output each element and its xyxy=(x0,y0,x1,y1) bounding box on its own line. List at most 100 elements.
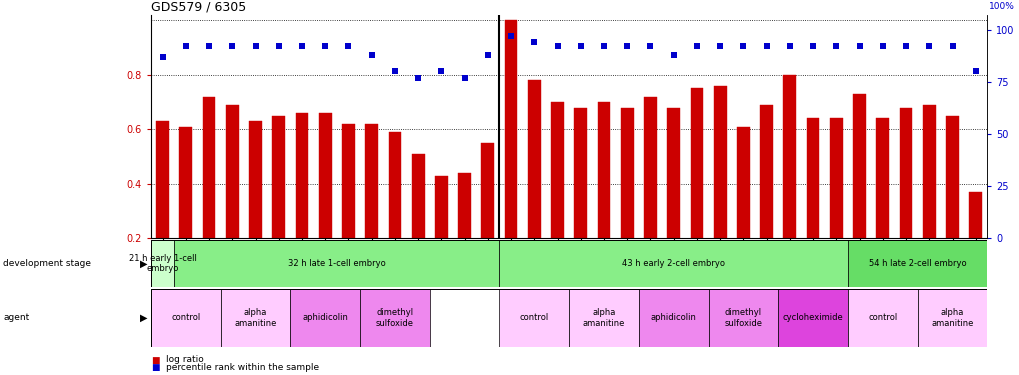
Text: log ratio: log ratio xyxy=(166,356,204,364)
Bar xyxy=(829,118,842,292)
Text: aphidicolin: aphidicolin xyxy=(302,314,347,322)
Bar xyxy=(388,132,400,292)
Text: dimethyl
sulfoxide: dimethyl sulfoxide xyxy=(376,308,414,327)
Bar xyxy=(412,154,424,292)
Bar xyxy=(220,289,290,347)
Point xyxy=(642,43,658,49)
Point xyxy=(410,75,426,81)
Text: aphidicolin: aphidicolin xyxy=(650,314,696,322)
Bar xyxy=(225,105,238,292)
Bar xyxy=(597,102,609,292)
Text: ■: ■ xyxy=(151,356,159,364)
Point xyxy=(897,43,913,49)
Bar xyxy=(875,118,889,292)
Text: alpha
amanitine: alpha amanitine xyxy=(582,308,625,327)
Bar xyxy=(777,289,847,347)
Bar xyxy=(360,289,429,347)
Text: 32 h late 1-cell embryo: 32 h late 1-cell embryo xyxy=(287,259,385,268)
Bar xyxy=(528,80,540,292)
Point xyxy=(967,68,983,74)
Bar xyxy=(852,94,865,292)
Point xyxy=(804,43,820,49)
Point xyxy=(201,43,217,49)
Point xyxy=(224,43,240,49)
Point xyxy=(340,43,357,49)
Bar xyxy=(899,108,912,292)
Text: ▶: ▶ xyxy=(141,313,148,323)
Bar xyxy=(272,116,285,292)
Text: 43 h early 2-cell embryo: 43 h early 2-cell embryo xyxy=(622,259,725,268)
Text: agent: agent xyxy=(3,314,30,322)
Bar xyxy=(290,289,360,347)
Bar xyxy=(569,289,638,347)
Point xyxy=(457,75,473,81)
Text: cycloheximide: cycloheximide xyxy=(782,314,843,322)
Point xyxy=(619,43,635,49)
Point xyxy=(735,43,751,49)
Text: development stage: development stage xyxy=(3,259,91,268)
Point xyxy=(177,43,194,49)
Bar xyxy=(319,113,331,292)
Point xyxy=(526,39,542,45)
Text: 100%: 100% xyxy=(988,2,1014,11)
Bar xyxy=(550,102,564,292)
Bar xyxy=(713,86,726,292)
Bar xyxy=(156,121,169,292)
Text: 54 h late 2-cell embryo: 54 h late 2-cell embryo xyxy=(868,259,966,268)
Text: percentile rank within the sample: percentile rank within the sample xyxy=(166,363,319,372)
Bar xyxy=(638,289,708,347)
Bar xyxy=(296,113,308,292)
Bar xyxy=(690,88,703,292)
Text: control: control xyxy=(867,314,897,322)
Text: control: control xyxy=(171,314,201,322)
Bar xyxy=(621,108,633,292)
Point xyxy=(874,43,891,49)
Point xyxy=(944,43,960,49)
Bar xyxy=(499,289,569,347)
Point xyxy=(293,43,310,49)
Text: GDS579 / 6305: GDS579 / 6305 xyxy=(151,1,246,14)
Point xyxy=(433,68,449,74)
Point xyxy=(154,54,170,60)
Bar xyxy=(847,240,986,287)
Point xyxy=(827,43,844,49)
Bar xyxy=(968,192,981,292)
Text: alpha
amanitine: alpha amanitine xyxy=(234,308,276,327)
Bar xyxy=(806,118,818,292)
Bar xyxy=(917,289,986,347)
Point xyxy=(549,43,566,49)
Bar xyxy=(499,240,847,287)
Bar xyxy=(737,127,749,292)
Text: ▶: ▶ xyxy=(141,258,148,268)
Point xyxy=(363,52,379,58)
Bar xyxy=(643,97,656,292)
Point xyxy=(711,43,728,49)
Text: ■: ■ xyxy=(151,363,159,372)
Point xyxy=(665,52,682,58)
Point xyxy=(781,43,797,49)
Bar xyxy=(434,176,447,292)
Bar xyxy=(574,108,587,292)
Point xyxy=(386,68,403,74)
Bar xyxy=(365,124,378,292)
Bar xyxy=(504,21,517,292)
Bar xyxy=(922,105,934,292)
Point xyxy=(688,43,704,49)
Point xyxy=(920,43,936,49)
Text: alpha
amanitine: alpha amanitine xyxy=(930,308,973,327)
Bar xyxy=(759,105,772,292)
Bar xyxy=(174,240,499,287)
Bar xyxy=(481,143,494,292)
Bar xyxy=(151,240,174,287)
Bar xyxy=(151,289,220,347)
Text: dimethyl
sulfoxide: dimethyl sulfoxide xyxy=(723,308,761,327)
Bar xyxy=(666,108,680,292)
Bar xyxy=(946,116,958,292)
Bar xyxy=(783,75,796,292)
Bar xyxy=(249,121,262,292)
Point xyxy=(317,43,333,49)
Point xyxy=(595,43,611,49)
Bar xyxy=(203,97,215,292)
Bar xyxy=(458,173,471,292)
Bar xyxy=(708,289,777,347)
